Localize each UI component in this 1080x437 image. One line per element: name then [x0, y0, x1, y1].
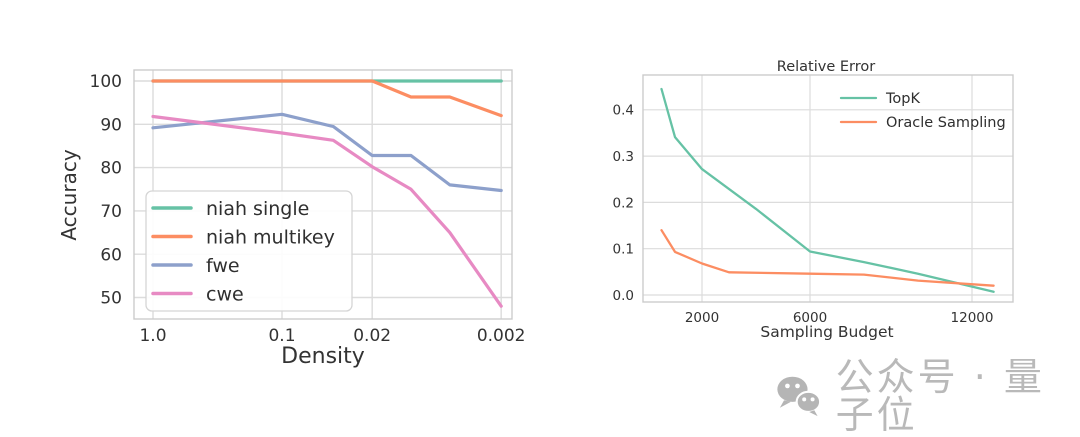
y-tick-label: 100: [90, 72, 122, 92]
plot-border: [642, 74, 1014, 303]
legend-label: Oracle Sampling: [886, 115, 1006, 131]
y-tick-label: 0.3: [613, 149, 634, 165]
y-tick-label: 70: [100, 202, 122, 222]
y-axis-label: Accuracy: [57, 149, 81, 240]
x-tick-label: 0.02: [353, 326, 391, 346]
plot-border: [133, 69, 513, 320]
legend-label: cwe: [206, 283, 244, 305]
series-line-fwe: [151, 112, 503, 193]
y-tick-label: 0.4: [613, 103, 634, 119]
legend-box: [145, 190, 353, 312]
x-tick-label: 0.1: [268, 326, 295, 346]
x-tick-label: 1.0: [139, 326, 166, 346]
legend-label: niah multikey: [206, 226, 335, 248]
x-tick-label: 6000: [793, 310, 827, 326]
x-tick-label: 12000: [951, 310, 994, 326]
legend-label: fwe: [206, 255, 240, 277]
y-tick-label: 0.1: [613, 242, 634, 258]
y-tick-label: 50: [100, 289, 122, 309]
y-tick-label: 60: [100, 245, 122, 265]
wechat-icon: [777, 376, 822, 417]
y-tick-label: 90: [100, 115, 122, 135]
watermark-text: 公众号 · 量子位: [835, 355, 1045, 437]
series-line-Oracle-Sampling: [660, 229, 995, 287]
y-tick-label: 0.2: [613, 195, 634, 211]
legend-label: niah single: [206, 198, 309, 220]
y-tick-label: 0.0: [613, 288, 634, 304]
x-tick-label: 2000: [685, 310, 719, 326]
series-line-TopK: [660, 87, 995, 293]
legend-label: TopK: [885, 91, 920, 107]
chart-title: Relative Error: [777, 59, 875, 75]
x-axis-label: Density: [281, 344, 365, 369]
watermark: 公众号 · 量子位: [774, 358, 1080, 434]
x-tick-label: 0.002: [477, 326, 526, 346]
x-axis-label: Sampling Budget: [760, 323, 893, 341]
series-line-niah-multikey: [151, 79, 503, 118]
y-tick-label: 80: [100, 159, 122, 179]
series-line-cwe: [151, 114, 503, 308]
